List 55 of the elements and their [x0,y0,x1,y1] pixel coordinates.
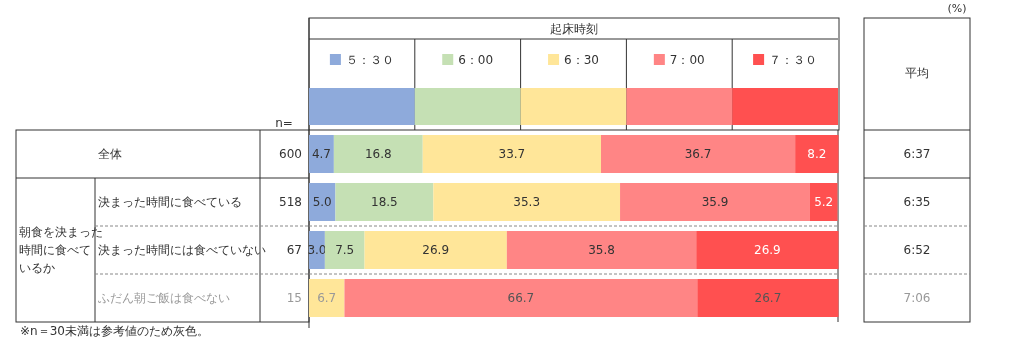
y-tick-label: 決まった時間に食べている [98,195,242,209]
text: ※n＝30未満は参考値のため灰色。 [20,324,209,338]
legend-label: 6：30 [564,53,599,67]
data-label: 6.7 [317,291,337,305]
text: 6:35 [903,195,931,209]
data-label: 66.7 [507,291,535,305]
data-label: 36.7 [684,147,712,161]
data-label: 26.9 [754,243,781,257]
text: 7:06 [903,291,931,305]
bar [795,135,839,173]
text: n= [275,116,293,130]
data-label: 7.5 [335,243,355,257]
text: 平均 [905,66,929,80]
legend-label: 7：00 [669,53,705,67]
data-label: 5.2 [814,195,834,209]
bar [324,231,365,269]
text: 600 [279,147,302,161]
bar [696,231,839,269]
bar [506,231,697,269]
legend-label: ７：３０ [769,53,818,67]
bar [309,135,334,173]
text: 6:52 [903,243,931,257]
bar [422,135,602,173]
bar [620,183,810,221]
data-label: 4.7 [311,147,331,161]
bar [364,231,507,269]
bar [433,183,621,221]
bar [344,279,698,317]
bar [601,135,796,173]
data-label: 18.5 [371,195,398,209]
data-label: 5.0 [312,195,332,209]
data-label: 35.9 [701,195,729,209]
text: 518 [279,195,302,209]
data-label: 16.8 [364,147,392,161]
legend-title: 起床時刻 [549,22,598,36]
legend-label: ５：３０ [345,53,394,67]
legend-label: 6：00 [458,53,494,67]
data-label: 35.3 [513,195,541,209]
text: (%) [947,1,967,15]
bar [697,279,839,317]
y-tick-label: ふだん朝ご飯は食べない [97,291,230,305]
text: 6:37 [903,147,931,161]
bar [309,279,345,317]
bar [335,183,434,221]
data-label: 35.8 [588,243,615,257]
text: 15 [286,291,302,305]
bar [309,183,336,221]
bar [333,135,423,173]
data-label: 8.2 [807,147,827,161]
data-label: 33.7 [498,147,526,161]
data-label: 26.7 [754,291,782,305]
y-tick-label: 全体 [98,147,122,161]
data-label: 26.9 [422,243,450,257]
text: 67 [286,243,302,257]
bar [809,183,838,221]
